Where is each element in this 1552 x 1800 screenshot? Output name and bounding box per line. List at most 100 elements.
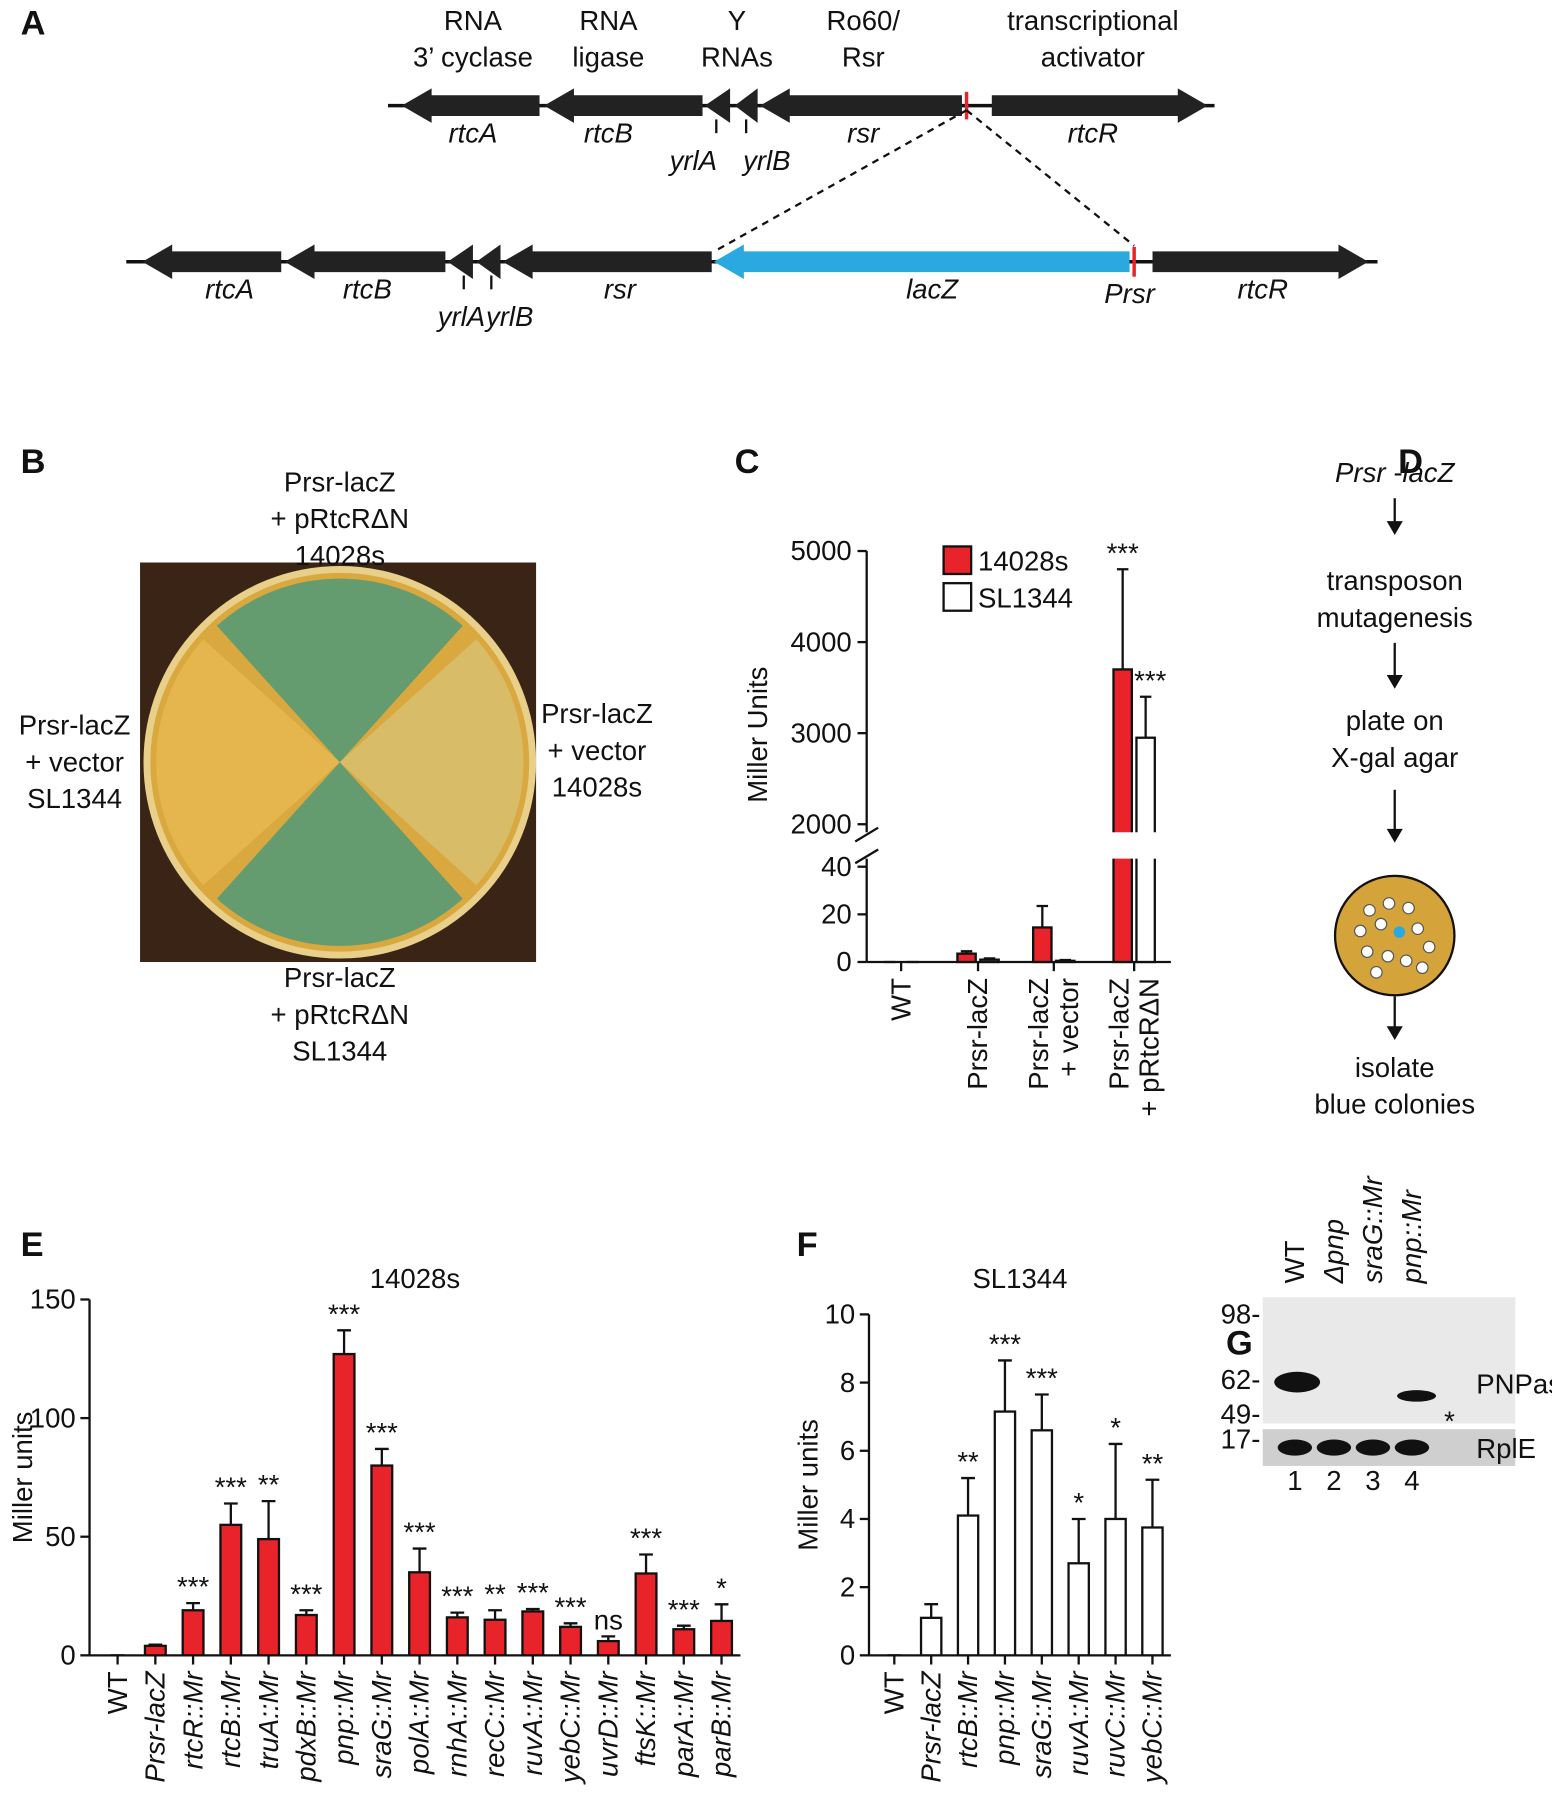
bar: [956, 1514, 980, 1657]
axis-break: [854, 848, 879, 865]
gene-function: Y: [728, 5, 746, 36]
band: [1277, 1439, 1313, 1456]
significance: ***: [1026, 1363, 1058, 1394]
bar: [143, 1644, 167, 1657]
y-tick-label: 4000: [790, 626, 851, 657]
flow-arrowhead: [1386, 1026, 1403, 1041]
colony: [1363, 904, 1376, 917]
lane-label: WT: [1279, 1240, 1310, 1283]
band-label: RplE: [1476, 1433, 1536, 1464]
gene-function: RNA: [444, 5, 503, 36]
band: [1397, 1390, 1437, 1402]
significance: **: [484, 1578, 506, 1609]
gene-arrow: [704, 88, 731, 123]
significance: ***: [403, 1517, 435, 1548]
error-bar: [1139, 695, 1152, 738]
gene-function: RNA: [579, 5, 638, 36]
strain-label: + pRtcRΔN: [270, 999, 409, 1030]
strain-label: + pRtcRΔN: [270, 503, 409, 534]
flow-step: isolate: [1355, 1052, 1435, 1083]
x-tick-label: rtcB::Mr: [952, 1670, 983, 1768]
bar: [483, 1618, 507, 1657]
error-bar: [601, 1635, 616, 1642]
lane-number: 4: [1404, 1465, 1419, 1496]
blue-colony: [1393, 926, 1406, 938]
bar: [1067, 1562, 1090, 1657]
bar: [1104, 1517, 1127, 1657]
error-bar: [525, 1607, 540, 1612]
error-bar: [983, 957, 996, 960]
colony: [1360, 945, 1374, 958]
significance: ns: [594, 1604, 623, 1635]
gene-arrow: [476, 244, 501, 279]
x-tick-label: Prsr-lacZ: [140, 1670, 171, 1782]
significance: **: [258, 1469, 280, 1500]
bar: [1031, 926, 1053, 964]
band-label: *: [1444, 1405, 1455, 1436]
y-tick-label: 3000: [790, 717, 851, 748]
bar: [634, 1572, 658, 1657]
y-tick-label: 150: [30, 1284, 76, 1315]
strain-label: Prsr-lacZ: [541, 698, 653, 729]
significance: ***: [630, 1523, 662, 1554]
y-axis-label: Miller units: [7, 1412, 38, 1544]
streak: [216, 762, 463, 946]
x-tick-label: ruvA::Mr: [1063, 1670, 1094, 1776]
significance: ***: [989, 1329, 1021, 1360]
error-bar: [450, 1611, 465, 1618]
x-tick-label: WT: [885, 978, 916, 1021]
significance: **: [957, 1446, 979, 1477]
x-tick-label: ruvC::Mr: [1100, 1670, 1131, 1777]
panel-label: F: [797, 1226, 818, 1264]
significance: ***: [554, 1591, 586, 1622]
lane-number: 3: [1365, 1465, 1380, 1496]
gene-arrow: [502, 244, 712, 279]
bar: [1030, 1429, 1054, 1657]
gene-arrow: [991, 88, 1208, 123]
colony: [1411, 922, 1425, 936]
bar: [219, 1523, 243, 1657]
gene-function: 3’ cyclase: [413, 42, 533, 73]
streak: [156, 639, 340, 886]
streak: [339, 639, 524, 886]
y-tick-label: 0: [840, 1640, 855, 1671]
legend-label: 14028s: [978, 546, 1068, 577]
error-bar: [223, 1502, 238, 1525]
error-bar: [676, 1624, 691, 1630]
lane-label: sraG::Mr: [1357, 1174, 1388, 1283]
legend-label: SL1344: [978, 582, 1073, 613]
bar: [1141, 1526, 1164, 1657]
flow-step: X-gal agar: [1331, 742, 1458, 773]
gene-name: yrlA: [436, 301, 485, 332]
insert-guide: [715, 109, 968, 252]
significance: ***: [1107, 537, 1139, 568]
x-tick-label: Prsr-lacZ: [1103, 978, 1134, 1090]
error-bar: [1145, 1478, 1160, 1528]
flow-step: Prsr -lacZ: [1335, 457, 1456, 488]
strain-label: Prsr-lacZ: [19, 710, 131, 741]
error-bar: [337, 1329, 351, 1355]
strain-label: Prsr-lacZ: [284, 962, 396, 993]
x-tick-label: ftsK::Mr: [630, 1670, 661, 1767]
x-tick-label: + vector: [1053, 978, 1084, 1077]
y-axis-label: Miller Units: [742, 667, 773, 803]
x-tick-label: recC::Mr: [479, 1670, 510, 1777]
x-tick-label: sraG::Mr: [1026, 1670, 1057, 1779]
x-tick-label: uvrD::Mr: [592, 1670, 623, 1777]
error-bar: [261, 1499, 276, 1540]
significance: **: [1142, 1448, 1164, 1479]
x-tick-label: + pRtcRΔN: [1133, 978, 1164, 1117]
gene-arrow: [1152, 244, 1369, 279]
gene-function: RNAs: [701, 42, 773, 73]
error-bar: [1036, 904, 1049, 928]
bar: [919, 1616, 943, 1657]
y-tick-label: 0: [60, 1640, 75, 1671]
gene-name: rtcR: [1068, 117, 1119, 148]
panel-label: A: [21, 4, 46, 42]
strain-label: SL1344: [292, 1036, 387, 1067]
bar: [710, 1619, 734, 1657]
y-tick-label: 2000: [790, 808, 851, 839]
y-tick-label: 10: [825, 1299, 856, 1330]
bar: [1135, 858, 1156, 964]
x-tick-label: WT: [102, 1671, 133, 1714]
